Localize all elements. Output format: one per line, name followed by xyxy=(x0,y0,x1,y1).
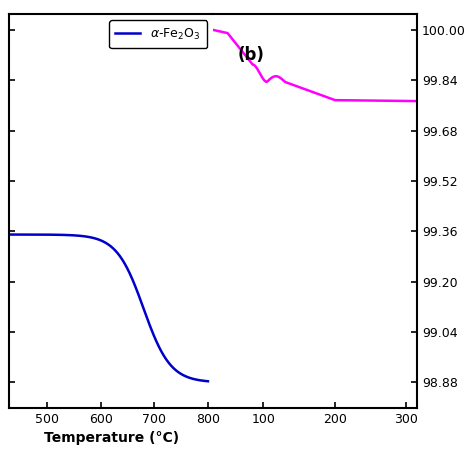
X-axis label: Temperature (°C): Temperature (°C) xyxy=(44,431,179,445)
Y-axis label: Weight Loss (%): Weight Loss (%) xyxy=(473,147,474,274)
Legend: $\alpha$-Fe$_2$O$_3$: $\alpha$-Fe$_2$O$_3$ xyxy=(109,20,207,48)
Text: (b): (b) xyxy=(238,46,264,64)
